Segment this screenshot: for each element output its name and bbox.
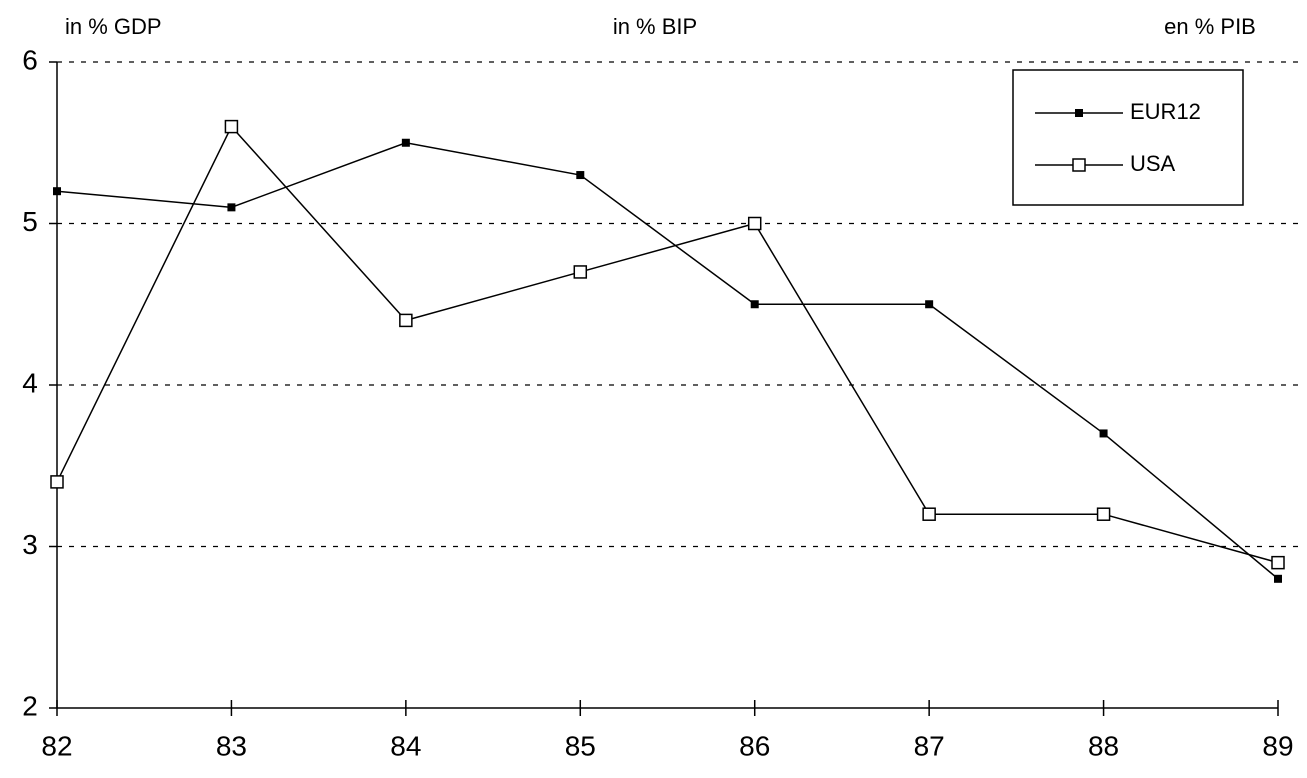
data-point bbox=[401, 138, 410, 147]
x-tick-label: 83 bbox=[216, 730, 247, 761]
data-point bbox=[399, 313, 413, 328]
legend-marker bbox=[1075, 109, 1083, 117]
data-point bbox=[573, 265, 588, 279]
data-point bbox=[750, 300, 759, 309]
y-tick-label: 2 bbox=[22, 690, 38, 721]
y-tick-label: 4 bbox=[22, 367, 38, 398]
x-tick-label: 84 bbox=[390, 730, 421, 761]
legend-label: USA bbox=[1130, 151, 1176, 176]
data-point bbox=[50, 475, 64, 489]
data-point bbox=[1271, 555, 1285, 570]
data-point bbox=[1096, 507, 1111, 521]
x-tick-label: 88 bbox=[1088, 730, 1119, 761]
data-point bbox=[925, 300, 934, 309]
data-point bbox=[747, 216, 762, 231]
series-line bbox=[56, 141, 1279, 580]
annotation: in % BIP bbox=[613, 14, 697, 39]
x-tick-label: 89 bbox=[1262, 730, 1293, 761]
x-tick-label: 85 bbox=[565, 730, 596, 761]
series-line bbox=[56, 125, 1279, 564]
data-point bbox=[1274, 574, 1282, 583]
y-tick-label: 5 bbox=[22, 206, 38, 237]
x-tick-label: 82 bbox=[41, 730, 72, 761]
data-point bbox=[576, 171, 585, 180]
data-point bbox=[922, 507, 936, 521]
x-tick-label: 86 bbox=[739, 730, 770, 761]
legend-marker bbox=[1072, 158, 1086, 172]
annotation: in % GDP bbox=[65, 14, 162, 39]
annotation: en % PIB bbox=[1164, 14, 1256, 39]
data-point bbox=[224, 119, 239, 134]
x-tick-label: 87 bbox=[914, 730, 945, 761]
data-point bbox=[53, 187, 61, 196]
data-point bbox=[1099, 429, 1108, 438]
legend-box bbox=[1012, 69, 1244, 206]
legend-label: EUR12 bbox=[1130, 99, 1201, 124]
y-tick-label: 3 bbox=[22, 529, 38, 560]
y-tick-label: 6 bbox=[22, 44, 38, 75]
data-point bbox=[227, 203, 236, 212]
